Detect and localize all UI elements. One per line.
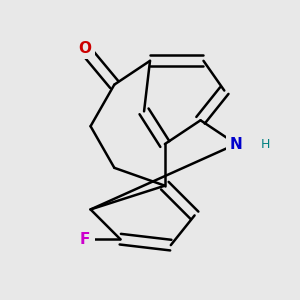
FancyBboxPatch shape <box>226 134 247 154</box>
Text: F: F <box>80 232 90 247</box>
Text: N: N <box>230 136 243 152</box>
Text: O: O <box>78 41 91 56</box>
Text: H: H <box>261 138 271 151</box>
FancyBboxPatch shape <box>74 229 95 250</box>
FancyBboxPatch shape <box>74 38 95 59</box>
